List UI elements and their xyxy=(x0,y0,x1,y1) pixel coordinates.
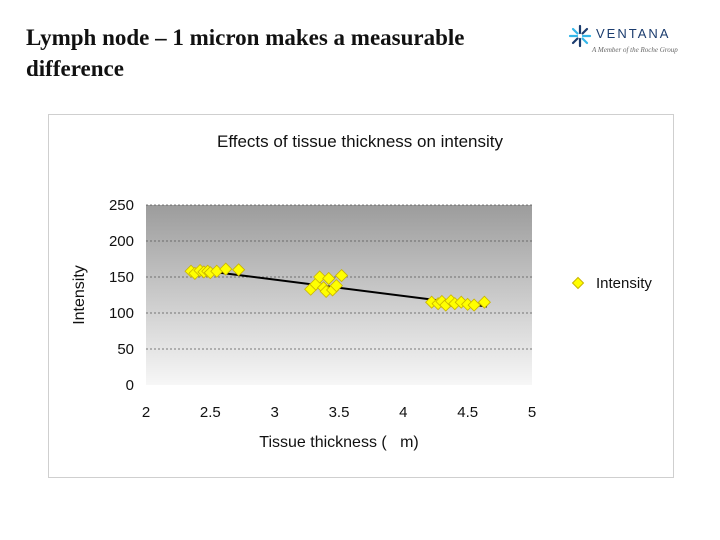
legend-label: Intensity xyxy=(596,275,652,292)
y-tick-label: 250 xyxy=(109,197,134,214)
data-point xyxy=(335,268,349,283)
plot-area xyxy=(146,205,532,385)
y-tick-labels: 0 50 100 150 200 250 xyxy=(109,197,134,394)
ventana-star-icon xyxy=(568,24,592,48)
data-point xyxy=(329,279,343,293)
ventana-logo: VENTANA A Member of the Roche Group xyxy=(568,24,698,64)
x-axis-label: Tissue thickness ( m) xyxy=(259,434,418,451)
data-points xyxy=(184,262,491,312)
x-tick-label: 3 xyxy=(270,404,278,421)
x-tick-label: 2.5 xyxy=(200,404,221,421)
chart-frame: Effects of tissue thickness on intensity… xyxy=(48,114,674,478)
chart-title: Effects of tissue thickness on intensity xyxy=(217,132,503,151)
logo-wordmark: VENTANA xyxy=(596,26,671,41)
data-point xyxy=(232,263,246,277)
y-axis-label: Intensity xyxy=(71,265,88,325)
legend-marker-icon xyxy=(571,276,585,290)
data-point xyxy=(467,298,481,312)
x-tick-label: 5 xyxy=(528,404,536,421)
x-tick-label: 4.5 xyxy=(457,404,478,421)
x-tick-label: 4 xyxy=(399,404,407,421)
data-point xyxy=(219,262,233,276)
data-point xyxy=(477,295,491,309)
y-tick-label: 100 xyxy=(109,305,134,322)
x-tick-labels: 2 2.5 3 3.5 4 4.5 5 xyxy=(142,404,536,421)
x-tick-label: 2 xyxy=(142,404,150,421)
data-point xyxy=(322,271,336,286)
y-tick-label: 0 xyxy=(126,377,134,394)
y-tick-label: 50 xyxy=(117,341,134,358)
legend: Intensity xyxy=(571,275,652,292)
slide-title: Lymph node – 1 micron makes a measurable… xyxy=(26,25,465,81)
y-tick-label: 200 xyxy=(109,233,134,250)
y-tick-label: 150 xyxy=(109,269,134,286)
x-tick-label: 3.5 xyxy=(329,404,350,421)
logo-tagline: A Member of the Roche Group xyxy=(592,46,678,54)
data-point xyxy=(313,270,327,284)
scatter-chart: Effects of tissue thickness on intensity… xyxy=(71,132,652,451)
